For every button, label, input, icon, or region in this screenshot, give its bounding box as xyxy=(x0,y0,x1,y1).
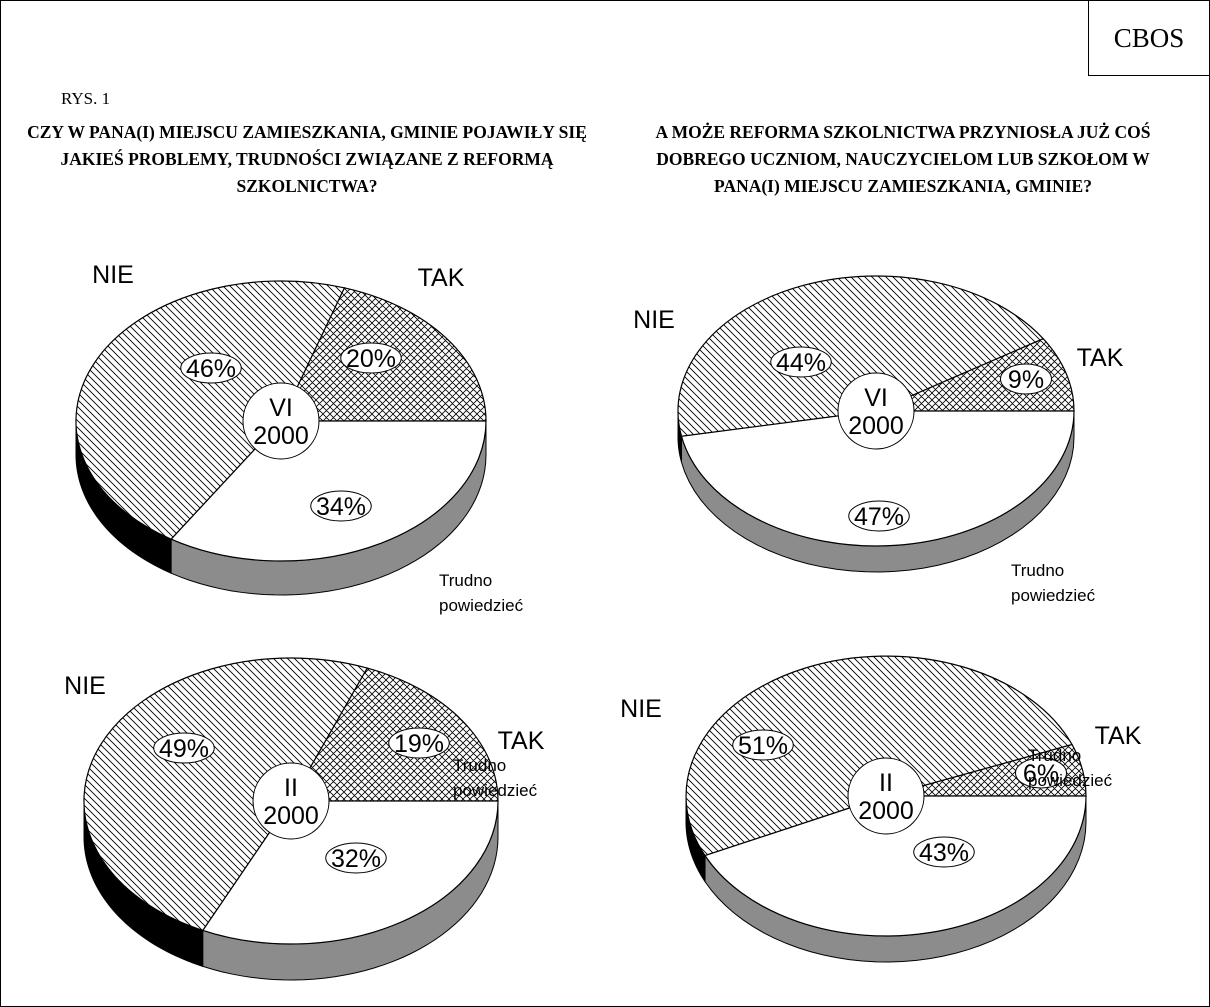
question-title-right: A MOŻE REFORMA SZKOLNICTWA PRZYNIOSŁA JU… xyxy=(655,122,1151,196)
category-label-trudno-line2: powiedzieć xyxy=(1011,586,1096,605)
category-label-trudno-line1: Trudno xyxy=(1011,561,1064,580)
category-label-nie: NIE xyxy=(620,695,662,723)
period-label-year: 2000 xyxy=(858,797,914,825)
percent-label-tp: 32% xyxy=(331,845,381,873)
figure-label: RYS. 1 xyxy=(61,89,111,108)
pie-slice-trudno xyxy=(680,410,1075,547)
percent-label-bg xyxy=(388,727,450,759)
percent-label-bg xyxy=(848,500,910,532)
category-label-tak: TAK xyxy=(1095,722,1142,750)
pie-slice-trudno xyxy=(704,795,1087,937)
percent-label-nie: 44% xyxy=(776,349,826,377)
percent-label-nie: 51% xyxy=(738,732,788,760)
category-label-trudno-line1: Trudno xyxy=(1028,746,1081,765)
percent-label-bg xyxy=(732,729,794,761)
category-label-trudno-line1: Trudno xyxy=(453,756,506,775)
percent-label-tak: 9% xyxy=(1008,366,1044,394)
percent-label-bg xyxy=(340,342,402,374)
percent-label-tak: 19% xyxy=(394,730,444,758)
percent-label-tp: 47% xyxy=(854,503,904,531)
percent-label-bg xyxy=(325,842,387,874)
category-label-tak: TAK xyxy=(418,264,465,292)
period-label-month: VI xyxy=(864,384,888,412)
percent-label-tp: 34% xyxy=(316,493,366,521)
period-label-month: II xyxy=(879,769,893,797)
pie-slice-nie xyxy=(83,657,369,932)
pie-slice-trudno xyxy=(170,420,487,562)
category-label-nie: NIE xyxy=(633,306,675,334)
pie-slice-nie xyxy=(685,655,1073,857)
percent-label-bg xyxy=(1000,363,1052,395)
period-label-month: VI xyxy=(269,394,293,422)
category-label-trudno-line1: Trudno xyxy=(439,571,492,590)
category-label-tak: TAK xyxy=(1077,344,1124,372)
brand-box: CBOS xyxy=(1088,1,1209,76)
category-label-tak: TAK xyxy=(498,727,545,755)
category-label-nie: NIE xyxy=(64,672,106,700)
percent-label-bg xyxy=(913,836,975,868)
percent-label-bg xyxy=(770,346,832,378)
percent-label-bg xyxy=(1015,757,1067,789)
percent-label-tak: 6% xyxy=(1023,760,1059,788)
period-circle xyxy=(837,372,915,450)
category-label-trudno-line2: powiedzieć xyxy=(453,781,538,800)
percent-label-nie: 49% xyxy=(159,735,209,763)
category-label-trudno-line2: powiedzieć xyxy=(439,596,524,615)
period-label-year: 2000 xyxy=(253,422,309,450)
percent-label-bg xyxy=(153,732,215,764)
percent-label-tp: 43% xyxy=(919,839,969,867)
category-label-trudno-line2: powiedzieć xyxy=(1028,771,1113,790)
category-label-nie: NIE xyxy=(92,261,134,289)
percent-label-bg xyxy=(180,352,242,384)
percent-label-bg xyxy=(310,490,372,522)
percent-label-tak: 20% xyxy=(346,345,396,373)
period-circle xyxy=(242,382,320,460)
period-label-month: II xyxy=(284,774,298,802)
pie-slice-nie xyxy=(75,280,346,540)
question-title-left: CZY W PANA(I) MIEJSCU ZAMIESZKANIA, GMIN… xyxy=(27,122,587,196)
period-label-year: 2000 xyxy=(263,802,319,830)
period-circle xyxy=(847,757,925,835)
period-label-year: 2000 xyxy=(848,412,904,440)
percent-label-nie: 46% xyxy=(186,355,236,383)
period-circle xyxy=(252,762,330,840)
pie-slice-nie xyxy=(677,275,1045,437)
